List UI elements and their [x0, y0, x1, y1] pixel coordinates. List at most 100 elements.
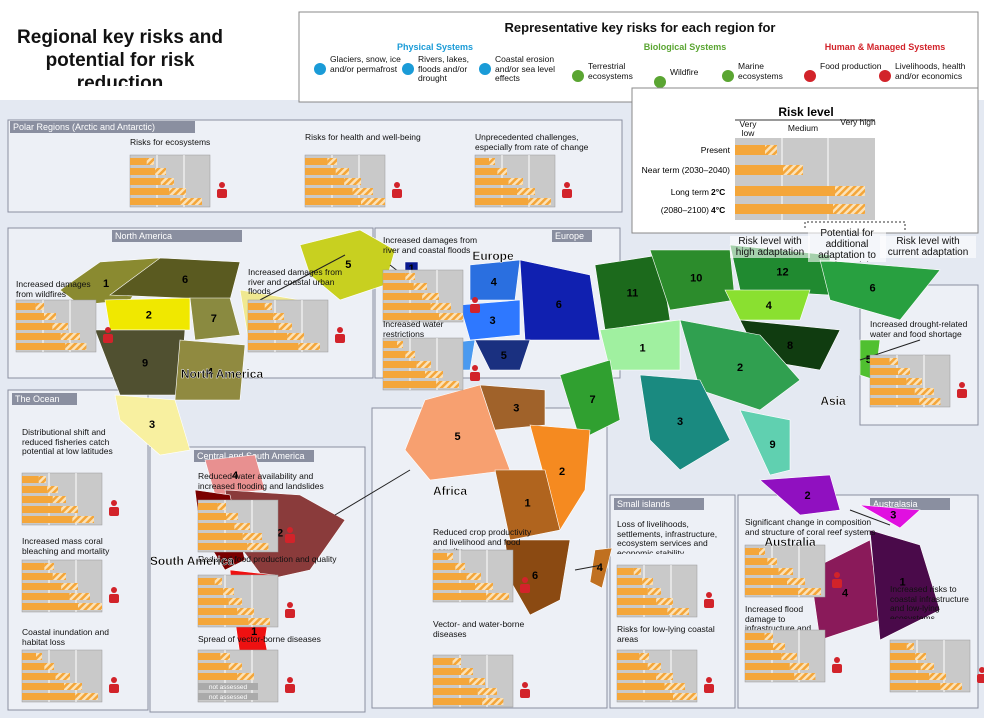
- risk-text-box: Increased risks to coastal infrastructur…: [890, 585, 969, 619]
- risk-text-box: Significant change in composition and st…: [745, 518, 875, 536]
- region-number: 5: [501, 350, 507, 362]
- risk-bar-range: [65, 343, 87, 350]
- panel-title-box: Polar Regions (Arctic and Antarctic): [13, 122, 156, 132]
- risk-bar-range: [656, 673, 673, 680]
- continent-label: Europe: [472, 249, 514, 263]
- region-number: 4: [597, 562, 604, 574]
- risk-bar: [745, 653, 782, 660]
- risk-bar-range: [52, 573, 66, 580]
- risk-text: Spread of vector-borne diseases: [198, 635, 321, 644]
- risk-icon-body: [285, 534, 295, 543]
- risk-bar-range: [226, 513, 238, 520]
- risk-level-note-box: Potential for additional adaptation to r…: [808, 228, 886, 262]
- map-region: [759, 474, 841, 516]
- map-region: [474, 339, 531, 371]
- region-number: 3: [890, 509, 896, 521]
- risk-bar: [745, 643, 773, 650]
- risk-text-box: Reduced water availability and increased…: [198, 472, 324, 490]
- legend-item-box: Glaciers, snow, ice and/or permafrost: [330, 55, 401, 73]
- risk-bar: [745, 558, 768, 565]
- panel-tab: [870, 498, 950, 510]
- risk-text-box: Spread of vector-borne diseases: [198, 635, 321, 644]
- risk-bar: [198, 653, 221, 660]
- risk-text: Reduced food production and quality: [198, 555, 337, 564]
- risk-bar: [745, 663, 790, 670]
- risk-bar: [22, 516, 73, 523]
- risk-icon-head: [472, 297, 478, 303]
- risk-bar-range: [497, 168, 507, 175]
- risk-bar: [16, 343, 66, 350]
- not-assessed-label: not assessed: [209, 694, 248, 701]
- risk-bar-range: [773, 643, 785, 650]
- risk-bar-range: [889, 358, 898, 365]
- risk-bar-range: [228, 598, 242, 605]
- risk-icon-body: [285, 609, 295, 618]
- not-assessed-row: [198, 693, 258, 700]
- region-number: 8: [787, 340, 793, 352]
- risk-bar-range: [44, 313, 56, 320]
- risk-bar: [22, 486, 48, 493]
- risk-bar-range: [781, 653, 797, 660]
- risk-icon-body: [832, 579, 842, 588]
- continent-label: Australia: [764, 535, 816, 549]
- region-number: 11: [627, 288, 639, 300]
- risk-bar: [617, 663, 648, 670]
- legend-item: Food production: [820, 62, 882, 71]
- risk-bar-range: [906, 378, 922, 385]
- risk-bar: [16, 313, 44, 320]
- risk-bar-range: [44, 563, 54, 570]
- risk-bar: [617, 693, 673, 700]
- panel-title-box: North America: [115, 231, 172, 241]
- map-region: [639, 374, 731, 471]
- legend-group: Physical Systems: [396, 42, 474, 52]
- risk-text: Risks for health and well-being: [305, 133, 421, 142]
- risk-icon-body: [109, 507, 119, 516]
- risk-icon-head: [472, 365, 478, 371]
- region-number: 5: [345, 259, 351, 271]
- legend-icon: [572, 70, 584, 82]
- region-number: 3: [149, 419, 155, 431]
- risk-bar: [383, 293, 423, 300]
- risk-bar-range: [452, 658, 461, 665]
- risk-bar: [433, 678, 470, 685]
- region-number: 1: [103, 278, 109, 290]
- legend-icon: [722, 70, 734, 82]
- risk-bar-range: [228, 663, 242, 670]
- risk-bar: [890, 683, 941, 690]
- risk-bar: [475, 188, 517, 195]
- risk-scale-label-box: Very high: [840, 118, 875, 126]
- legend-item-box: Marine ecosystems: [738, 62, 783, 80]
- legend-icon: [314, 63, 326, 75]
- risk-icon-body: [470, 304, 480, 313]
- risk-bar: [745, 633, 765, 640]
- risk-bar: [870, 368, 898, 375]
- legend-item: Rivers, lakes, floods and/or drought: [418, 55, 470, 83]
- risk-bar-range: [447, 553, 453, 560]
- risk-bar: [22, 663, 45, 670]
- risk-bar: [870, 398, 920, 405]
- risk-bar: [130, 178, 161, 185]
- risk-bar: [617, 653, 640, 660]
- panel-title: The Ocean: [15, 394, 60, 404]
- map-region: [204, 454, 266, 496]
- risk-bar: [870, 378, 907, 385]
- risk-icon-head: [111, 500, 117, 506]
- risk-bar-range: [287, 333, 304, 340]
- risk-bar-range: [237, 608, 254, 615]
- risk-bar: [248, 313, 274, 320]
- risk-bar: [16, 303, 36, 310]
- map-region: [599, 319, 681, 371]
- legend-item-box: Livelihoods, health and/or economics: [895, 62, 965, 80]
- risk-bar-range: [264, 303, 272, 310]
- panel-title: Polar Regions (Arctic and Antarctic): [13, 122, 156, 132]
- risk-text: Increased risks to coastal infrastructur…: [890, 585, 969, 619]
- risk-icon-body: [285, 684, 295, 693]
- risk-icon-head: [337, 327, 343, 333]
- risk-bar: [198, 533, 243, 540]
- risk-icon-body: [704, 684, 714, 693]
- risk-bar: [433, 698, 483, 705]
- risk-bar: [130, 198, 181, 205]
- risk-level-note: Potential for additional adaptation to r…: [808, 228, 886, 262]
- legend-item-box: Rivers, lakes, floods and/or drought: [418, 55, 470, 83]
